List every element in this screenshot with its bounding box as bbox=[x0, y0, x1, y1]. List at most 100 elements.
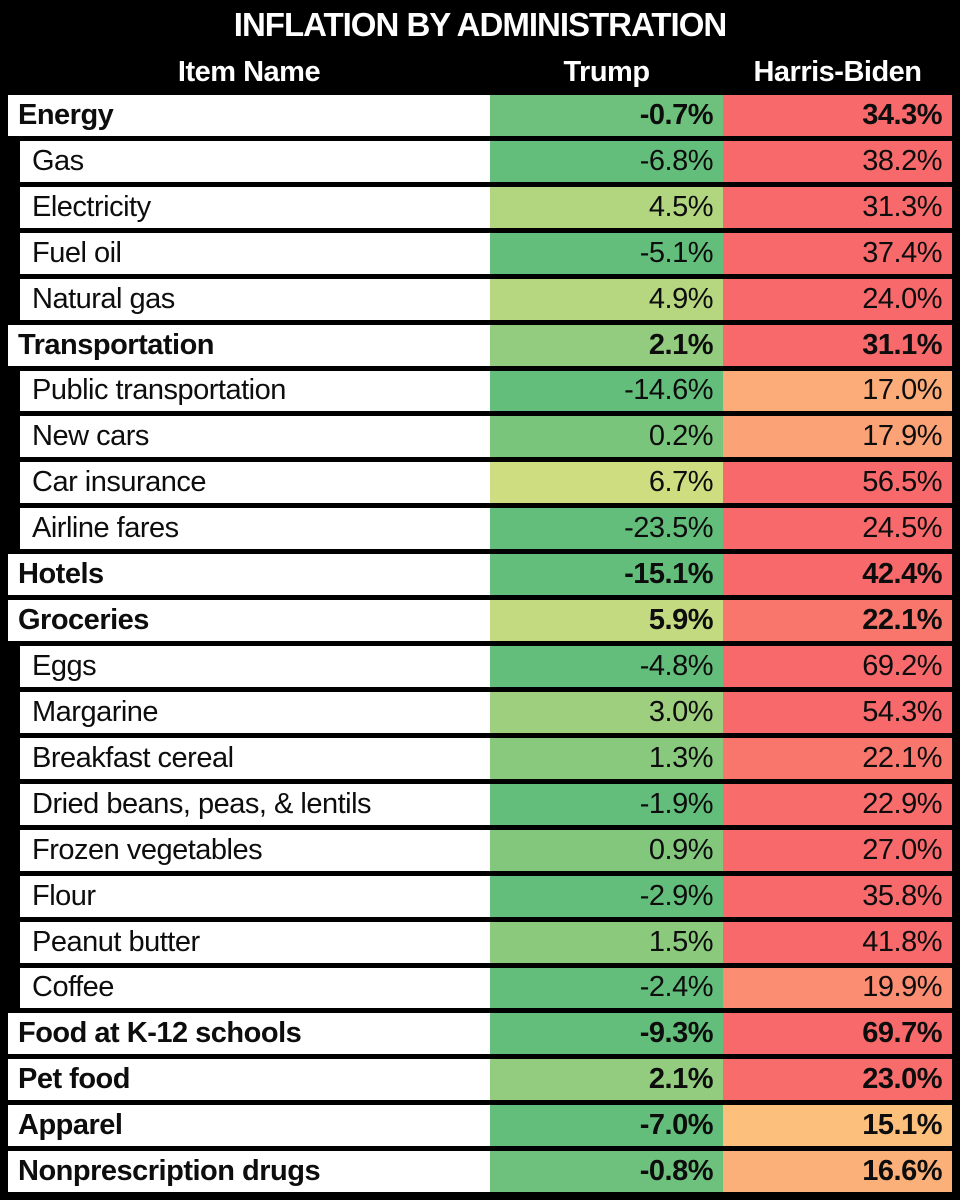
trump-value-cell: 4.5% bbox=[490, 186, 723, 228]
table-row: Car insurance 6.7% 56.5% bbox=[8, 462, 952, 509]
item-name-cell: Car insurance bbox=[8, 462, 490, 504]
table-row: Dried beans, peas, & lentils -1.9% 22.9% bbox=[8, 783, 952, 830]
item-name-cell: Eggs bbox=[8, 646, 490, 687]
title-bar: INFLATION BY ADMINISTRATION bbox=[0, 0, 960, 50]
harris-biden-value-cell: 41.8% bbox=[723, 921, 952, 963]
trump-value-cell: 5.9% bbox=[490, 600, 723, 642]
table-row: Gas -6.8% 38.2% bbox=[8, 140, 952, 187]
item-name-cell: Peanut butter bbox=[8, 921, 490, 963]
item-name-cell: Dried beans, peas, & lentils bbox=[8, 783, 490, 825]
trump-value-cell: -4.8% bbox=[490, 646, 723, 687]
table-row: Hotels -15.1% 42.4% bbox=[8, 554, 952, 601]
trump-value-cell: -9.3% bbox=[490, 1013, 723, 1055]
item-name-cell: Gas bbox=[8, 140, 490, 182]
harris-biden-value-cell: 38.2% bbox=[723, 140, 952, 182]
harris-biden-value-cell: 31.3% bbox=[723, 186, 952, 228]
harris-biden-value-cell: 69.2% bbox=[723, 646, 952, 687]
harris-biden-value-cell: 17.0% bbox=[723, 370, 952, 412]
item-name-cell: Natural gas bbox=[8, 278, 490, 320]
table-row: Peanut butter 1.5% 41.8% bbox=[8, 921, 952, 968]
table-row: Nonprescription drugs -0.8% 16.6% bbox=[8, 1151, 952, 1193]
item-name-cell: Pet food bbox=[8, 1059, 490, 1101]
harris-biden-value-cell: 34.3% bbox=[723, 95, 952, 136]
harris-biden-value-cell: 15.1% bbox=[723, 1105, 952, 1147]
table-row: Electricity 4.5% 31.3% bbox=[8, 186, 952, 233]
harris-biden-value-cell: 24.5% bbox=[723, 508, 952, 550]
table-row: Transportation 2.1% 31.1% bbox=[8, 324, 952, 371]
harris-biden-value-cell: 31.1% bbox=[723, 324, 952, 366]
harris-biden-value-cell: 27.0% bbox=[723, 829, 952, 871]
column-header-harris-biden: Harris-Biden bbox=[753, 56, 922, 88]
item-name-cell: Frozen vegetables bbox=[8, 829, 490, 871]
table-row: Groceries 5.9% 22.1% bbox=[8, 600, 952, 647]
item-name-cell: Nonprescription drugs bbox=[8, 1151, 490, 1193]
column-header-item-name: Item Name bbox=[177, 56, 321, 88]
table-row: Margarine 3.0% 54.3% bbox=[8, 691, 952, 738]
trump-value-cell: -0.7% bbox=[490, 95, 723, 136]
table-title: INFLATION BY ADMINISTRATION bbox=[233, 6, 727, 43]
trump-value-cell: -2.4% bbox=[490, 967, 723, 1009]
harris-biden-value-cell: 56.5% bbox=[723, 462, 952, 504]
trump-value-cell: -6.8% bbox=[490, 140, 723, 182]
item-name-cell: Transportation bbox=[8, 324, 490, 366]
trump-value-cell: -7.0% bbox=[490, 1105, 723, 1147]
harris-biden-value-cell: 22.1% bbox=[723, 737, 952, 779]
item-name-cell: Groceries bbox=[8, 600, 490, 642]
table-row: Food at K-12 schools -9.3% 69.7% bbox=[8, 1013, 952, 1060]
item-name-cell: Hotels bbox=[8, 554, 490, 596]
table-row: Frozen vegetables 0.9% 27.0% bbox=[8, 829, 952, 876]
trump-value-cell: 1.5% bbox=[490, 921, 723, 963]
trump-value-cell: -23.5% bbox=[490, 508, 723, 550]
item-name-cell: New cars bbox=[8, 416, 490, 458]
trump-value-cell: -2.9% bbox=[490, 875, 723, 917]
trump-value-cell: -1.9% bbox=[490, 783, 723, 825]
table-row: Eggs -4.8% 69.2% bbox=[8, 646, 952, 692]
table-row: Pet food 2.1% 23.0% bbox=[8, 1059, 952, 1106]
table-row: Natural gas 4.9% 24.0% bbox=[8, 278, 952, 325]
item-name-cell: Apparel bbox=[8, 1105, 490, 1147]
harris-biden-value-cell: 17.9% bbox=[723, 416, 952, 458]
item-name-cell: Airline fares bbox=[8, 508, 490, 550]
trump-value-cell: 0.2% bbox=[490, 416, 723, 458]
harris-biden-value-cell: 19.9% bbox=[723, 967, 952, 1009]
table-row: Apparel -7.0% 15.1% bbox=[8, 1105, 952, 1152]
trump-value-cell: -0.8% bbox=[490, 1151, 723, 1193]
table-row: New cars 0.2% 17.9% bbox=[8, 416, 952, 463]
trump-value-cell: 1.3% bbox=[490, 737, 723, 779]
harris-biden-value-cell: 54.3% bbox=[723, 691, 952, 733]
item-name-cell: Breakfast cereal bbox=[8, 737, 490, 779]
table-row: Public transportation -14.6% 17.0% bbox=[8, 370, 952, 417]
harris-biden-value-cell: 16.6% bbox=[723, 1151, 952, 1193]
trump-value-cell: 4.9% bbox=[490, 278, 723, 320]
harris-biden-value-cell: 24.0% bbox=[723, 278, 952, 320]
harris-biden-value-cell: 35.8% bbox=[723, 875, 952, 917]
trump-value-cell: -15.1% bbox=[490, 554, 723, 596]
item-name-cell: Margarine bbox=[8, 691, 490, 733]
table-row: Airline fares -23.5% 24.5% bbox=[8, 508, 952, 555]
table-row: Energy -0.7% 34.3% bbox=[8, 95, 952, 141]
item-name-cell: Electricity bbox=[8, 186, 490, 228]
item-name-cell: Energy bbox=[8, 95, 490, 136]
trump-value-cell: 3.0% bbox=[490, 691, 723, 733]
item-name-cell: Fuel oil bbox=[8, 232, 490, 274]
item-name-cell: Food at K-12 schools bbox=[8, 1013, 490, 1055]
item-name-cell: Flour bbox=[8, 875, 490, 917]
table-row: Fuel oil -5.1% 37.4% bbox=[8, 232, 952, 279]
trump-value-cell: 2.1% bbox=[490, 1059, 723, 1101]
trump-value-cell: -5.1% bbox=[490, 232, 723, 274]
harris-biden-value-cell: 22.9% bbox=[723, 783, 952, 825]
table-row: Breakfast cereal 1.3% 22.1% bbox=[8, 737, 952, 784]
column-header-row: Item Name Trump Harris-Biden bbox=[0, 50, 960, 95]
harris-biden-value-cell: 23.0% bbox=[723, 1059, 952, 1101]
trump-value-cell: 6.7% bbox=[490, 462, 723, 504]
trump-value-cell: 2.1% bbox=[490, 324, 723, 366]
trump-value-cell: -14.6% bbox=[490, 370, 723, 412]
table-body: Energy -0.7% 34.3% Gas -6.8% 38.2% Electricity… bbox=[0, 95, 960, 1200]
table-row: Flour -2.9% 35.8% bbox=[8, 875, 952, 922]
item-name-cell: Coffee bbox=[8, 967, 490, 1009]
harris-biden-value-cell: 37.4% bbox=[723, 232, 952, 274]
table-row: Coffee -2.4% 19.9% bbox=[8, 967, 952, 1014]
harris-biden-value-cell: 69.7% bbox=[723, 1013, 952, 1055]
trump-value-cell: 0.9% bbox=[490, 829, 723, 871]
